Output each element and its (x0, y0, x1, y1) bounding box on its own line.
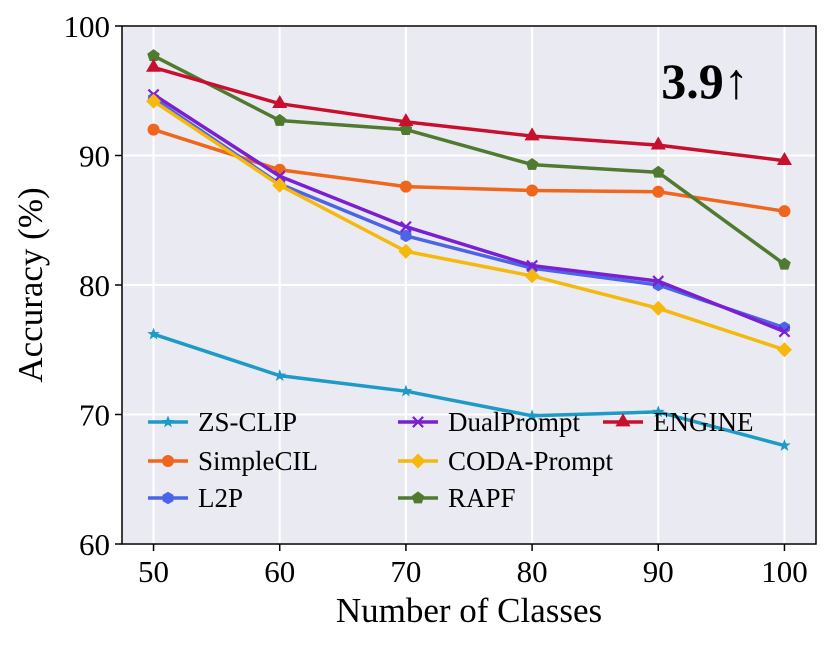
dualprompt-point (778, 325, 791, 338)
zs-clip-point (778, 438, 791, 451)
x-tick-label: 50 (138, 554, 169, 589)
legend-swatch-marker (411, 491, 425, 504)
legend: ZS-CLIP SimpleCIL L2P DualPrompt CODA-Prompt… (148, 407, 753, 513)
zs-clip-point (273, 369, 286, 381)
y-tick-label: 70 (79, 398, 110, 433)
coda-prompt-point (398, 243, 414, 259)
y-tick-label: 60 (79, 527, 110, 562)
zs-clip-line (153, 332, 785, 448)
legend-swatch-marker (410, 453, 426, 469)
series-layer (146, 49, 792, 451)
legend-item-rapf: RAPF (398, 483, 516, 513)
coda-prompt-point (272, 177, 288, 193)
simplecil-point (147, 123, 160, 136)
legend-swatch-marker (161, 415, 175, 428)
simplecil-point (526, 184, 539, 197)
rapf-point (273, 113, 286, 126)
legend-item-engine: ENGINE (603, 407, 753, 437)
y-tick-label: 80 (79, 268, 110, 303)
coda-prompt-line (152, 99, 785, 352)
legend-swatch-marker (162, 455, 174, 467)
legend-item-coda-prompt: CODA-Prompt (398, 446, 614, 476)
x-tick-label: 100 (761, 554, 808, 589)
x-tick-label: 70 (390, 554, 421, 589)
rapf-point (525, 157, 539, 170)
y-tick-label: 90 (79, 139, 110, 174)
zs-clip-point (652, 405, 665, 418)
coda-prompt-point (776, 342, 792, 358)
engine-point (776, 151, 792, 166)
engine-point (146, 58, 162, 72)
dualprompt-point (652, 275, 665, 287)
engine-point (398, 113, 414, 127)
legend-item-simplecil: SimpleCIL (148, 446, 318, 476)
engine-point (650, 136, 666, 150)
legend-swatch-marker (615, 413, 631, 427)
y-tick-label: 100 (64, 9, 111, 44)
rapf-line (152, 54, 786, 266)
legend-label: ZS-CLIP (198, 407, 297, 437)
legend-label: L2P (198, 483, 243, 513)
legend-swatch-marker (162, 491, 174, 505)
legend-label: DualPrompt (448, 407, 580, 437)
dualprompt-point (273, 170, 286, 183)
legend-item-dualprompt: DualPrompt (398, 407, 580, 437)
legend-item-l2p: L2P (148, 483, 243, 513)
coda-prompt-point (524, 268, 540, 284)
rapf-point (652, 165, 665, 178)
legend-label: SimpleCIL (198, 446, 318, 476)
series-engine (146, 58, 792, 166)
improvement-annotation: 3.9↑ (661, 53, 749, 109)
y-axis-title: Accuracy (%) (11, 187, 50, 382)
zs-clip-point (147, 327, 160, 340)
rapf-point (147, 49, 160, 62)
dualprompt-point (526, 259, 538, 272)
dualprompt-point (400, 220, 412, 233)
engine-point (272, 95, 288, 109)
legend-swatch-marker (412, 416, 424, 428)
x-tick-label: 90 (643, 554, 674, 589)
x-tick-label: 60 (264, 554, 295, 589)
series-coda-prompt (146, 93, 792, 358)
legend-item-zs-clip: ZS-CLIP (148, 407, 297, 437)
engine-point (524, 127, 540, 141)
x-tick-label: 80 (517, 554, 548, 589)
simplecil-point (652, 185, 665, 198)
series-zs-clip (147, 327, 791, 451)
simplecil-point (399, 180, 412, 193)
zs-clip-point (399, 384, 413, 397)
x-axis-title: Number of Classes (336, 591, 602, 630)
zs-clip-point (525, 409, 539, 422)
dualprompt-line (152, 93, 786, 334)
legend-label: ENGINE (653, 407, 753, 437)
coda-prompt-point (146, 93, 162, 109)
rapf-point (778, 257, 791, 270)
simplecil-point (778, 205, 791, 218)
legend-label: RAPF (448, 483, 516, 513)
l2p-point (400, 229, 412, 243)
legend-label: CODA-Prompt (448, 446, 614, 476)
coda-prompt-point (650, 300, 666, 316)
axes: 50 60 70 80 90 100 60 70 80 90 100 (64, 9, 817, 589)
engine-line (153, 65, 785, 163)
